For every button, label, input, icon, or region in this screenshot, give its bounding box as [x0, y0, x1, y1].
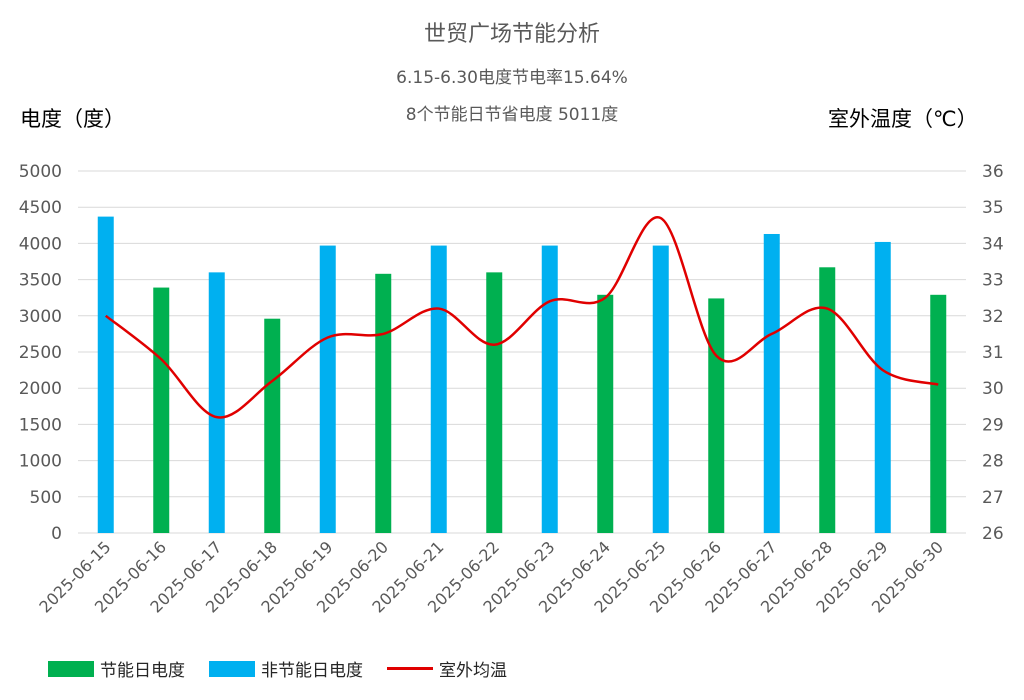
y-tick-label: 0: [51, 524, 62, 544]
y-tick-label: 2500: [19, 343, 62, 363]
bar-non-saving-day: [208, 272, 225, 533]
bar-saving-day: [264, 318, 281, 533]
y2-axis-title: 室外温度（℃）: [828, 107, 978, 131]
bar-saving-day: [153, 287, 170, 533]
y2-tick-label: 35: [982, 198, 1004, 218]
legend-swatch-outdoor-temp: [387, 667, 433, 670]
y-tick-label: 5000: [19, 162, 62, 182]
temperature-line: [104, 216, 939, 419]
legend-swatch-saving-day: [48, 660, 94, 677]
legend-label-saving-day: 节能日电度: [100, 661, 185, 681]
chart-plot: 0 500 1000 1500 2000 2500 3000 3500 4000 4500 5000…: [19, 162, 1004, 617]
legend-item-non-saving-day: 非节能日电度: [209, 656, 363, 681]
bar-non-saving-day: [541, 245, 558, 533]
y-tick-label: 500: [30, 488, 62, 508]
bar-saving-day: [375, 273, 392, 533]
y-tick-label: 3500: [19, 271, 62, 291]
bar-non-saving-day: [430, 245, 447, 533]
bar-non-saving-day: [763, 233, 780, 533]
bar-non-saving-day: [97, 216, 114, 533]
y2-tick-label: 32: [982, 307, 1004, 327]
y2-tick-label: 33: [982, 271, 1004, 291]
y-tick-label: 4000: [19, 234, 62, 254]
bar-saving-day: [486, 272, 503, 533]
legend-swatch-non-saving-day: [209, 660, 255, 677]
bar-saving-day: [597, 294, 614, 533]
y-axis-title: 电度（度）: [20, 107, 125, 131]
y2-tick-label: 29: [982, 415, 1004, 435]
bar-non-saving-day: [874, 241, 891, 533]
chart-title: 世贸广场节能分析: [423, 22, 600, 47]
y-tick-label: 1500: [19, 415, 62, 435]
bar-saving-day: [930, 294, 947, 533]
chart-legend: 节能日电度 非节能日电度 室外均温: [48, 656, 531, 681]
y2-tick-label: 28: [982, 452, 1004, 472]
y-tick-label: 4500: [19, 198, 62, 218]
y-tick-label: 3000: [19, 307, 62, 327]
y2-tick-label: 26: [982, 524, 1004, 544]
y2-tick-label: 27: [982, 488, 1004, 508]
y-tick-label: 2000: [19, 379, 62, 399]
legend-item-saving-day: 节能日电度: [48, 656, 185, 681]
legend-label-non-saving-day: 非节能日电度: [261, 661, 363, 681]
bar-non-saving-day: [319, 245, 336, 533]
y-tick-label: 1000: [19, 452, 62, 472]
y2-tick-label: 36: [982, 162, 1004, 182]
bar-non-saving-day: [652, 245, 669, 533]
chart-subtitle-saved-kwh: 8个节能日节省电度 5011度: [405, 105, 619, 125]
bar-saving-day: [819, 267, 836, 533]
bar-saving-day: [708, 298, 725, 533]
y2-tick-label: 34: [982, 234, 1004, 254]
legend-label-outdoor-temp: 室外均温: [439, 661, 507, 681]
y2-tick-label: 31: [982, 343, 1004, 363]
chart-subtitle-saving-rate: 6.15-6.30电度节电率15.64%: [396, 68, 628, 88]
legend-item-outdoor-temp: 室外均温: [387, 656, 507, 681]
y2-tick-label: 30: [982, 379, 1004, 399]
